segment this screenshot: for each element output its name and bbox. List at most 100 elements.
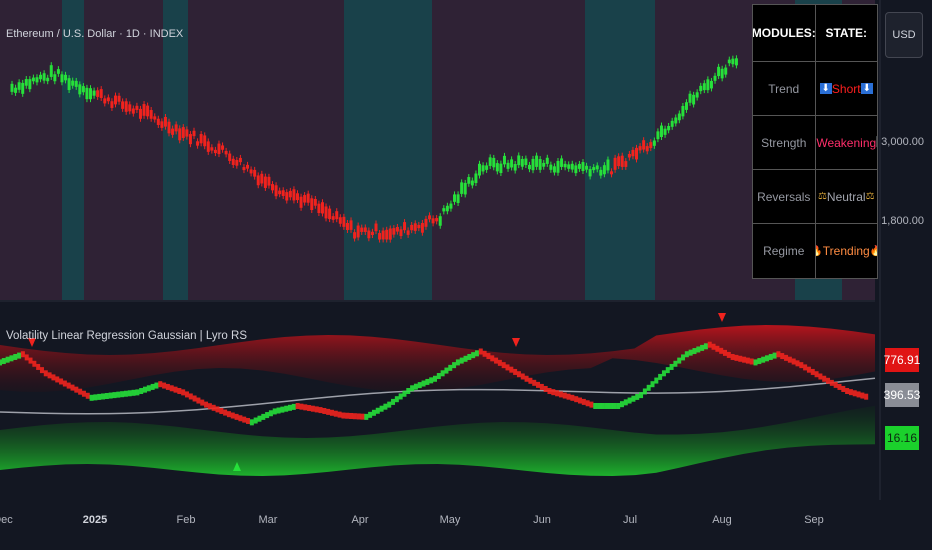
price-candle (463, 182, 467, 195)
price-candle (131, 108, 135, 114)
price-candle (499, 163, 503, 174)
price-candle (324, 206, 328, 219)
regime-zone-purple (0, 0, 62, 300)
price-candle (424, 218, 428, 227)
price-candle (14, 87, 18, 93)
oscillator-bear-mark (570, 394, 575, 401)
price-candle (599, 169, 603, 176)
price-candle (488, 157, 492, 166)
oscillator-bear-mark (322, 407, 327, 414)
oscillator-bull-mark (375, 407, 380, 414)
oscillator-bear-mark (59, 378, 64, 385)
oscillator-bear-mark (711, 343, 716, 350)
oscillator-bull-mark (467, 353, 472, 360)
oscillator-bear-mark (578, 397, 582, 404)
oscillator-bear-mark (341, 412, 346, 419)
oscillator-bull-mark (154, 382, 159, 389)
oscillator-bull-mark (0, 359, 2, 366)
oscillator-bear-mark (715, 345, 720, 352)
oscillator-bear-mark (585, 400, 590, 407)
oscillator-bull-mark (364, 413, 369, 420)
price-candle (224, 150, 228, 155)
oscillator-bear-mark (845, 388, 850, 395)
oscillator-bull-mark (123, 390, 128, 397)
price-candle (181, 127, 185, 138)
oscillator-bull-mark (284, 405, 289, 412)
oscillator-bull-mark (280, 406, 285, 413)
price-candle (320, 202, 324, 214)
price-candle (103, 98, 107, 104)
oscillator-bull-mark (593, 402, 598, 409)
price-candle (299, 196, 303, 208)
price-candle (28, 79, 32, 90)
oscillator-bull-mark (257, 415, 262, 422)
module-regime: Regime (753, 224, 816, 278)
price-candle (531, 158, 535, 171)
price-candle (406, 230, 410, 235)
oscillator-bear-mark (188, 393, 193, 400)
oscillator-bear-mark (784, 354, 789, 361)
oscillator-bull-mark (143, 386, 147, 393)
price-candle (335, 211, 339, 220)
price-candle (517, 155, 521, 166)
price-candle (535, 155, 539, 167)
sell-signal-icon (718, 313, 726, 322)
currency-button[interactable]: USD (885, 12, 923, 58)
price-candle (506, 162, 510, 169)
price-candle (217, 143, 221, 155)
oscillator-bear-mark (726, 351, 731, 358)
oscillator-bear-mark (860, 392, 865, 399)
price-candle (527, 164, 531, 170)
oscillator-bear-mark (795, 360, 800, 367)
price-candle (677, 113, 681, 121)
oscillator-bear-mark (532, 379, 537, 386)
oscillator-bear-mark (345, 412, 350, 419)
fire-icon: 🔥 (815, 245, 823, 257)
oscillator-bull-mark (116, 391, 121, 398)
price-candle (345, 222, 349, 230)
price-candle (549, 164, 553, 170)
price-candle (92, 90, 96, 96)
oscillator-bull-mark (635, 393, 640, 400)
oscillator-bear-mark (70, 384, 75, 391)
oscillator-bull-mark (455, 359, 460, 366)
oscillator-bear-mark (833, 381, 838, 388)
price-candle (627, 153, 631, 158)
price-candle (381, 230, 385, 240)
oscillator-bear-mark (856, 391, 861, 398)
price-candle (570, 163, 574, 170)
price-candle (106, 97, 110, 102)
price-candle (585, 165, 589, 170)
oscillator-bear-mark (39, 367, 44, 374)
state-trend: ⬇ Short ⬇ (816, 62, 878, 115)
price-candle (238, 157, 242, 163)
oscillator-bear-mark (204, 401, 209, 408)
oscillator-pane (0, 313, 876, 476)
price-candle (303, 195, 307, 203)
price-candle (492, 157, 496, 168)
oscillator-bull-mark (410, 385, 415, 392)
oscillator-bull-mark (272, 408, 277, 415)
price-candle (349, 220, 353, 230)
price-candle (188, 134, 192, 145)
price-candle (228, 153, 232, 161)
oscillator-bear-mark (62, 380, 67, 387)
oscillator-bear-mark (360, 413, 365, 420)
oscillator-bear-mark (791, 358, 796, 365)
price-candle (153, 116, 157, 120)
oscillator-bull-mark (623, 399, 628, 406)
price-candle (510, 159, 514, 168)
badge-middle: 396.53 (884, 383, 920, 407)
price-candle (71, 80, 75, 86)
price-candle (709, 80, 713, 89)
x-tick-jun: Jun (533, 514, 551, 526)
x-tick-feb: Feb (176, 514, 196, 526)
oscillator-bull-mark (253, 417, 258, 424)
oscillator-bear-mark (234, 413, 239, 420)
price-candle (274, 185, 278, 197)
price-candle (96, 90, 100, 97)
oscillator-bear-mark (165, 383, 170, 390)
oscillator-bull-mark (97, 393, 102, 400)
state-reversals: ⚖ Neutral ⚖ (816, 170, 878, 223)
